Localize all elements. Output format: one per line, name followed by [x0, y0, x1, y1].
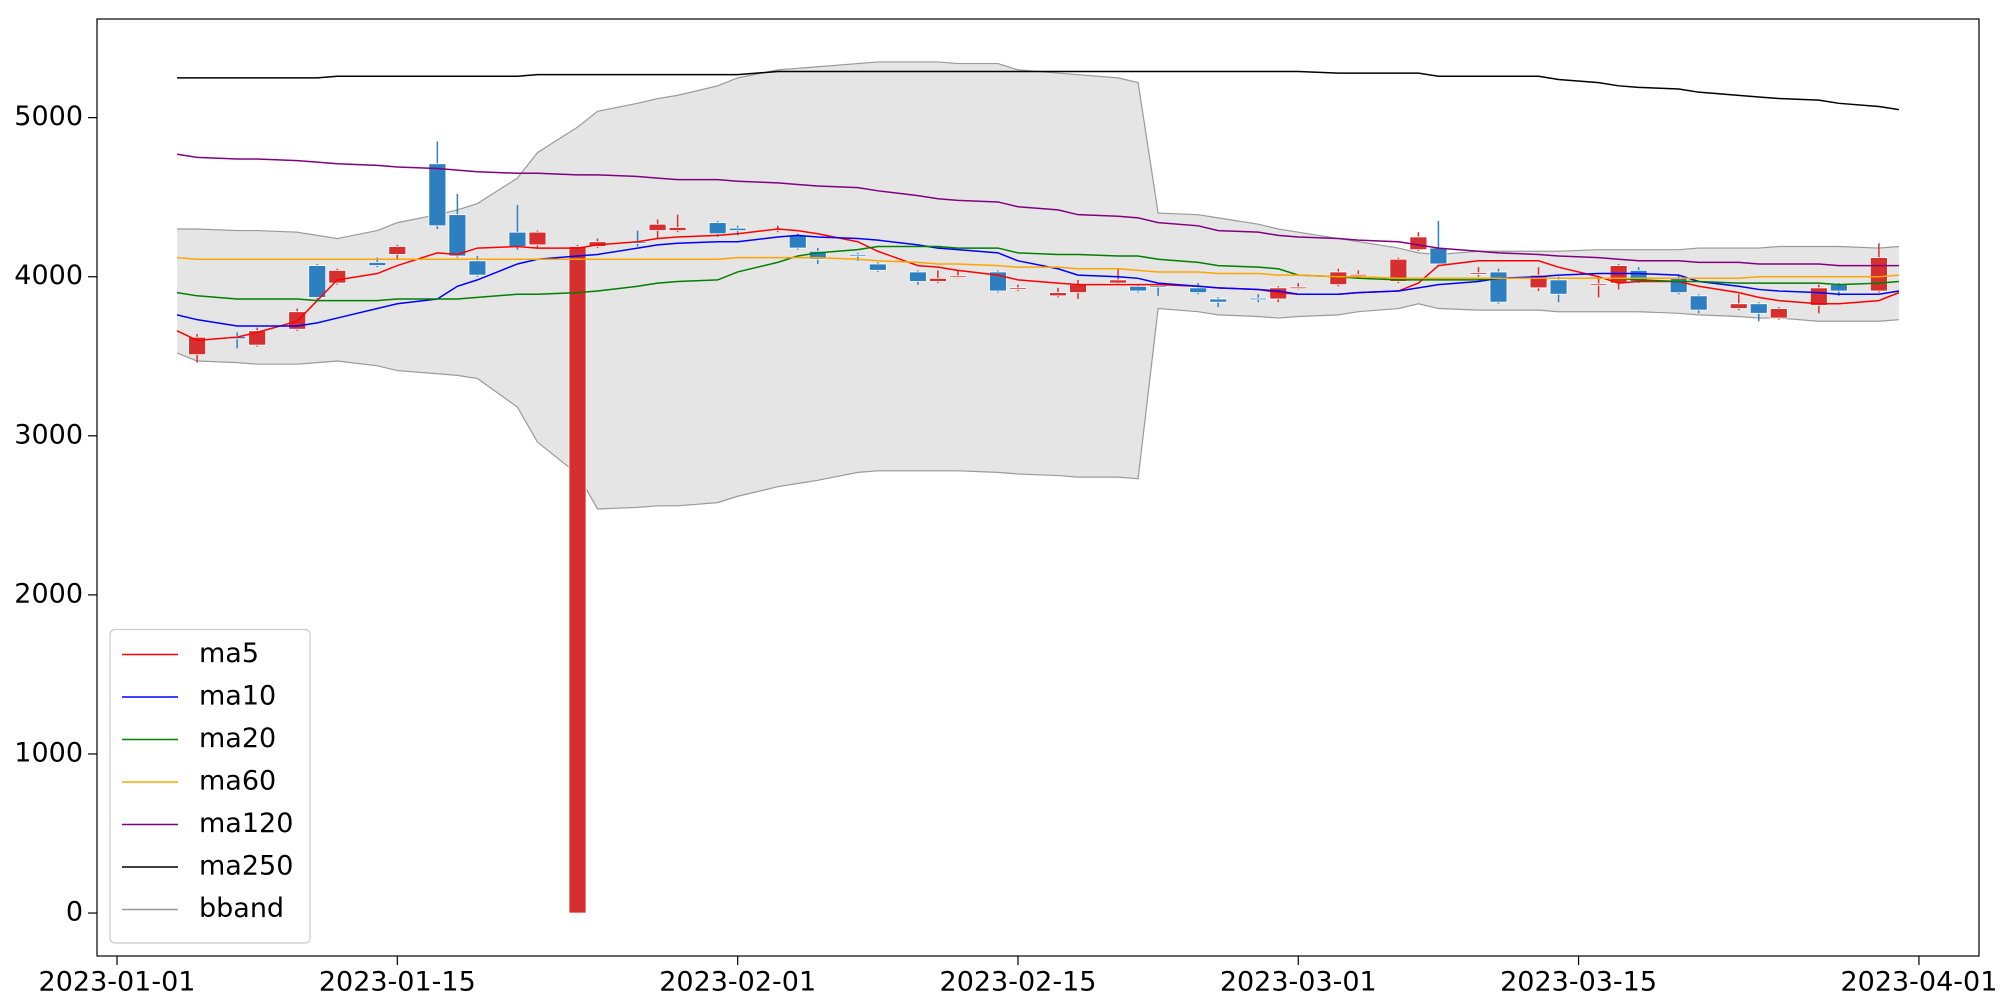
- candle-body: [949, 275, 967, 278]
- candle-body: [1149, 285, 1168, 288]
- x-tick-label: 2023-03-15: [1500, 967, 1657, 998]
- candle-body: [1329, 271, 1348, 286]
- x-tick-label: 2023-01-01: [39, 967, 196, 998]
- x-tick-label: 2023-04-01: [1840, 967, 1997, 998]
- candle-body: [1869, 257, 1888, 292]
- candle-body: [468, 260, 487, 276]
- y-tick-label: 1000: [14, 737, 83, 768]
- candle-body: [728, 227, 747, 231]
- candle-body: [308, 265, 327, 298]
- y-tick-label: 3000: [14, 419, 83, 450]
- candle-body: [808, 250, 827, 260]
- candle-body: [1429, 247, 1448, 265]
- candle-body: [1549, 279, 1568, 295]
- legend: ma5 ma10 ma20 ma60 ma120 ma250 bband: [109, 628, 311, 944]
- candle-body: [1249, 297, 1268, 301]
- candle-body: [1689, 295, 1708, 311]
- candle-body: [1129, 285, 1148, 292]
- legend-label: bband: [199, 893, 284, 924]
- y-tick-label: 2000: [14, 578, 83, 609]
- ma-line: [177, 256, 1899, 280]
- candle-body: [1349, 273, 1368, 277]
- candle-body: [248, 330, 267, 346]
- candle-body: [388, 246, 407, 255]
- candle-body: [668, 226, 687, 231]
- legend-label: ma60: [199, 766, 276, 797]
- candle-body: [1769, 308, 1788, 319]
- y-tick-label: 5000: [14, 101, 83, 132]
- legend-label: ma20: [199, 723, 276, 754]
- candle-body: [1749, 303, 1768, 314]
- candle-body: [428, 163, 447, 227]
- ma-line: [176, 153, 1899, 267]
- candle-body: [1469, 272, 1488, 275]
- candle-body: [188, 336, 207, 356]
- candle-body: [708, 222, 727, 235]
- candle-body: [1049, 292, 1067, 297]
- candle-body: [1389, 258, 1408, 282]
- legend-label: ma10: [199, 681, 276, 712]
- candle-body: [368, 261, 387, 266]
- candle-body: [1069, 284, 1087, 294]
- candle-body: [1289, 286, 1308, 290]
- candle-body: [928, 277, 947, 282]
- x-tick-label: 2023-02-01: [659, 967, 816, 998]
- candle-body: [868, 263, 887, 271]
- candle-body: [1729, 303, 1748, 309]
- ma-line: [176, 228, 1900, 342]
- bband-edge: [176, 303, 1899, 510]
- plot-frame: [96, 18, 1980, 957]
- candle-body: [328, 269, 347, 284]
- x-tick-label: 2023-03-01: [1220, 967, 1377, 998]
- candle-body: [508, 231, 527, 247]
- candle-body: [908, 271, 927, 282]
- candle-body: [648, 223, 667, 231]
- ma-line: [176, 234, 1900, 327]
- candle-body: [1189, 287, 1208, 294]
- candle-body: [788, 234, 807, 249]
- candle-body: [568, 246, 587, 914]
- candle-body: [848, 254, 867, 257]
- candle-body: [1829, 284, 1848, 292]
- y-tick-label: 4000: [14, 260, 83, 291]
- candle-body: [448, 214, 467, 257]
- candle-body: [528, 231, 547, 246]
- legend-label: ma120: [199, 808, 293, 839]
- x-tick-label: 2023-02-15: [940, 967, 1097, 998]
- ma-line: [177, 70, 1900, 111]
- candle-body: [1489, 271, 1508, 303]
- bband-area: [177, 61, 1899, 509]
- candle-body: [1009, 287, 1027, 290]
- legend-box: [109, 628, 311, 944]
- y-tick-label: 0: [66, 897, 83, 928]
- candle-body: [1109, 279, 1127, 284]
- candle-body: [1209, 298, 1228, 303]
- candle-body: [1669, 277, 1688, 294]
- x-tick-label: 2023-01-15: [319, 967, 476, 998]
- legend-label: ma5: [199, 638, 259, 669]
- candle-body: [1589, 283, 1608, 286]
- legend-label: ma250: [199, 851, 293, 882]
